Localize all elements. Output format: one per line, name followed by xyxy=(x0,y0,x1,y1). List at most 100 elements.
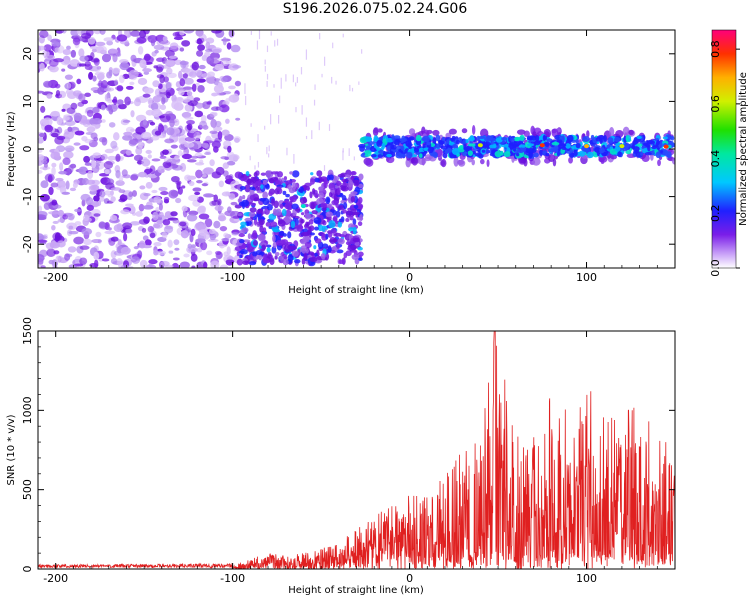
spectrogram-cell xyxy=(172,219,180,224)
spectrogram-cell xyxy=(242,194,246,200)
spectrogram-cell xyxy=(159,74,165,84)
spectrogram-cell xyxy=(139,259,148,268)
spectrogram-cell xyxy=(98,136,107,143)
spectrogram-cell xyxy=(91,48,97,53)
spectrogram-cell xyxy=(249,186,256,191)
spectrogram-cell xyxy=(51,199,58,206)
spectrogram-cell xyxy=(213,112,218,117)
spectrogram-cell xyxy=(38,214,47,220)
spectrogram-cell xyxy=(426,141,431,146)
spectrogram-cell xyxy=(61,68,66,72)
spectrogram-cell xyxy=(38,30,49,39)
spectrogram-cell xyxy=(147,97,153,106)
spectrogram-cell xyxy=(118,103,127,110)
spectrogram-cell xyxy=(274,255,278,260)
spectrogram-cell xyxy=(136,134,142,140)
spectrogram-cell xyxy=(595,137,602,142)
spectrogram-cell xyxy=(628,129,634,136)
spectrogram-cell xyxy=(335,210,341,218)
spectrogram-cell xyxy=(395,152,404,159)
spectrogram-cell xyxy=(116,34,128,42)
spectrogram-cell xyxy=(285,193,290,198)
spectrogram-cell xyxy=(575,139,579,144)
spectrogram-cell xyxy=(188,71,198,78)
spectrogram-cell xyxy=(440,158,447,168)
spectrogram-cell xyxy=(183,253,190,258)
spectrogram-cell xyxy=(250,31,252,35)
spectrogram-cell xyxy=(59,162,64,172)
spectrogram-cell xyxy=(418,147,425,154)
spectrogram-cell xyxy=(467,150,473,156)
spectrogram-cell xyxy=(162,161,172,169)
spectrogram-cell xyxy=(192,187,202,192)
spectrogram-cell xyxy=(327,246,332,253)
spectrogram-cell xyxy=(301,105,303,115)
spectrogram-cell xyxy=(328,239,337,243)
spectrogram-cell xyxy=(226,160,236,166)
x-tick-label: 0 xyxy=(406,572,413,585)
spectrogram-cell xyxy=(208,238,219,242)
spectrogram-cell xyxy=(266,204,273,211)
spectrogram-cell xyxy=(324,56,326,66)
spectrogram-cell xyxy=(298,186,304,194)
x-tick-label: 100 xyxy=(576,572,597,585)
spectrogram-cell xyxy=(223,232,229,238)
x-tick-label: -200 xyxy=(43,271,68,284)
spectrogram-cell xyxy=(268,153,270,158)
spectrogram-cell xyxy=(98,221,106,229)
spectrogram-cell xyxy=(89,124,100,130)
spectrogram-cell xyxy=(644,152,652,156)
spectrogram-cell xyxy=(278,255,284,261)
spectrogram-cell xyxy=(63,150,74,159)
spectrogram-cell xyxy=(219,264,229,268)
spectrogram-cell xyxy=(332,42,334,49)
spectrogram-cell xyxy=(51,162,57,168)
spectrogram-cell xyxy=(195,221,207,231)
spectrogram-cell xyxy=(328,191,333,198)
spectrogram-cell xyxy=(85,131,94,135)
spectrogram-cell xyxy=(210,260,220,268)
spectrogram-cell xyxy=(151,189,158,194)
spectrogram-cell xyxy=(261,244,266,250)
spectrogram-cell xyxy=(338,218,344,223)
spectrogram-cell xyxy=(287,253,294,262)
spectrogram-cell xyxy=(153,44,165,50)
spectrogram-cell xyxy=(283,215,292,223)
spectrogram-cell xyxy=(201,183,209,187)
spectrogram-cell xyxy=(248,211,256,218)
spectrogram-cell xyxy=(525,147,530,153)
spectrogram-cell xyxy=(70,49,76,58)
spectrogram-cell xyxy=(282,190,287,196)
spectrogram-cell xyxy=(224,210,236,217)
spectrogram-cell xyxy=(613,137,621,143)
spectrogram-cell xyxy=(235,117,241,121)
x-tick-label: 100 xyxy=(576,271,597,284)
spectrogram-cell xyxy=(118,175,124,183)
spectrogram-cell xyxy=(186,123,193,131)
spectrogram-cell xyxy=(265,221,271,227)
spectrogram-cell xyxy=(206,75,217,84)
spectrogram-cell xyxy=(206,250,213,256)
spectrogram-cell xyxy=(184,136,196,142)
spectrogram-cell xyxy=(99,30,106,35)
spectrogram-cell xyxy=(161,96,166,105)
spectrogram-cell xyxy=(245,171,250,177)
spectrogram-cell xyxy=(73,236,85,245)
spectrogram-cell xyxy=(156,57,165,62)
spectrogram-cell xyxy=(186,175,197,180)
spectrogram-peak xyxy=(539,143,545,148)
spectrogram-cell xyxy=(252,251,258,257)
spectrogram-cell xyxy=(301,258,306,265)
spectrogram-cell xyxy=(352,237,361,243)
spectrogram-cell xyxy=(377,128,383,133)
spectrogram-cell xyxy=(72,37,81,46)
spectrogram-cell xyxy=(139,30,147,39)
spectrogram-cell xyxy=(449,153,457,159)
spectrogram-cell xyxy=(326,198,330,203)
spectrogram-cell xyxy=(191,244,196,248)
spectrogram-cell xyxy=(316,170,323,177)
spectrogram-cell xyxy=(221,129,230,136)
spectrogram-cell xyxy=(268,178,275,184)
spectrogram-cell xyxy=(291,250,299,257)
